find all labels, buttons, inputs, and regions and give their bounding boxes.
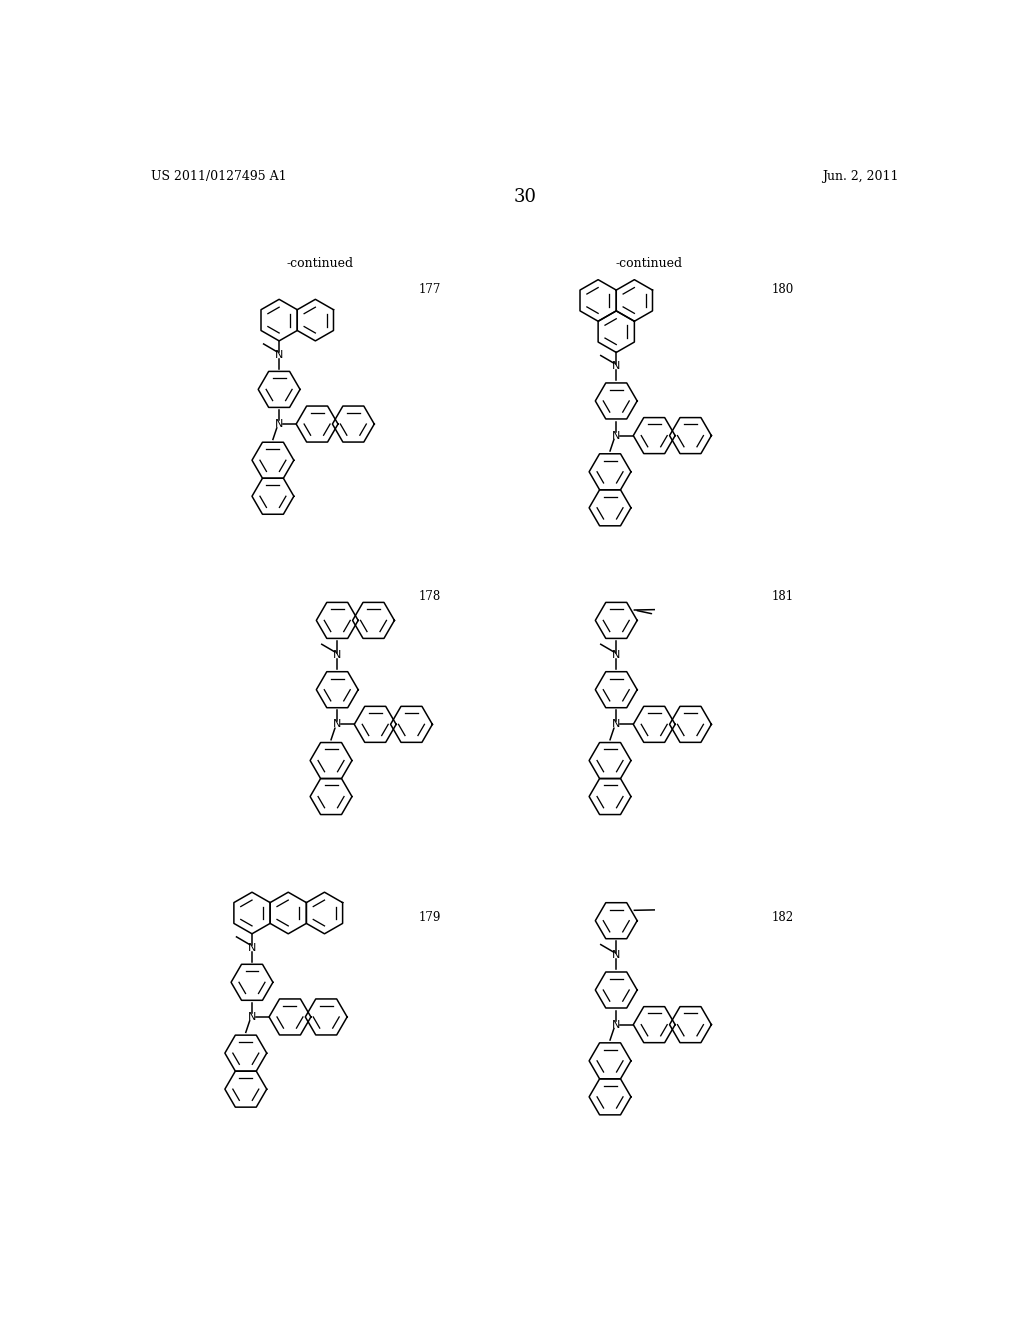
Text: N: N [612, 649, 621, 660]
Text: 182: 182 [771, 911, 794, 924]
Text: N: N [612, 362, 621, 371]
Text: Jun. 2, 2011: Jun. 2, 2011 [822, 170, 898, 183]
Text: 177: 177 [419, 284, 441, 296]
Text: 180: 180 [771, 284, 794, 296]
Text: N: N [274, 350, 284, 360]
Text: -continued: -continued [615, 257, 682, 271]
Text: N: N [612, 719, 621, 730]
Text: 179: 179 [419, 911, 441, 924]
Text: N: N [333, 649, 341, 660]
Text: 178: 178 [419, 590, 441, 603]
Text: N: N [248, 942, 256, 953]
Text: N: N [612, 430, 621, 441]
Text: N: N [274, 418, 284, 429]
Text: -continued: -continued [287, 257, 353, 271]
Text: N: N [248, 1012, 256, 1022]
Text: US 2011/0127495 A1: US 2011/0127495 A1 [152, 170, 287, 183]
Text: 30: 30 [513, 187, 537, 206]
Text: 181: 181 [771, 590, 794, 603]
Text: N: N [612, 1019, 621, 1030]
Text: N: N [612, 950, 621, 961]
Text: N: N [333, 719, 341, 730]
